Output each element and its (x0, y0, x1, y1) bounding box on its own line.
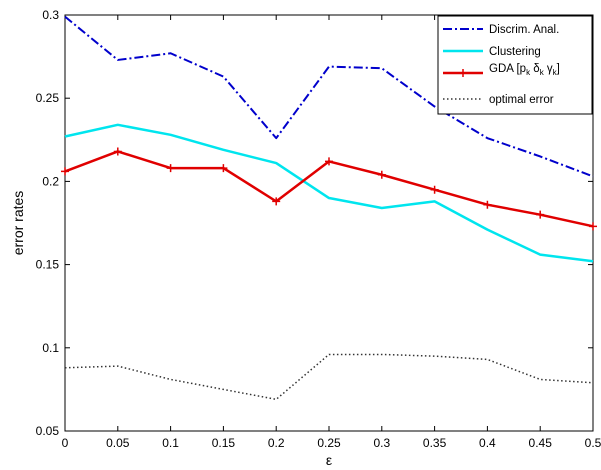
x-tick-label: 0.25 (317, 436, 341, 450)
series-point-marker (430, 185, 439, 194)
x-axis-label: ε (326, 452, 332, 468)
x-tick-label: 0.15 (212, 436, 236, 450)
series-point-marker (219, 164, 228, 173)
x-tick-label: 0.5 (585, 436, 601, 450)
x-tick-label: 0 (62, 436, 69, 450)
y-tick-label: 0.3 (42, 8, 59, 22)
legend-marker-gda (459, 69, 467, 77)
y-axis-label: error rates (10, 191, 26, 256)
series-point-marker (483, 200, 492, 209)
series-point-marker (61, 167, 69, 176)
series-layer (61, 15, 597, 401)
series-point-marker (536, 210, 545, 219)
legend-label-clustering: Clustering (489, 46, 541, 58)
series-line-1 (64, 123, 594, 263)
series-point-marker (589, 222, 597, 231)
legend-label-optimal: optimal error (489, 94, 554, 106)
legend-label-gda: GDA [pk δk γk] (489, 63, 560, 77)
series-line-0 (64, 15, 594, 178)
series-point-marker (377, 170, 386, 179)
y-axis-ticks: 0.05 0.1 0.15 0.2 0.25 0.3 (36, 8, 593, 438)
legend-box (437, 15, 593, 115)
y-tick-label: 0.2 (42, 174, 59, 188)
x-tick-label: 0.3 (373, 436, 390, 450)
series-point-marker (325, 157, 333, 166)
y-tick-label: 0.15 (36, 258, 60, 272)
x-tick-label: 0.35 (423, 436, 447, 450)
series-point-marker (272, 197, 281, 206)
y-tick-label: 0.25 (36, 91, 60, 105)
series-line-3 (64, 353, 594, 401)
x-axis-ticks: 0 0.05 0.1 0.15 0.2 0.25 0.3 0.35 0.4 0.45 0.5 (62, 15, 601, 450)
x-tick-label: 0.45 (529, 436, 553, 450)
series-point-marker (113, 147, 122, 156)
x-tick-label: 0.1 (162, 436, 179, 450)
y-tick-label: 0.1 (42, 341, 59, 355)
series-point-marker (166, 164, 175, 173)
x-tick-label: 0.2 (268, 436, 285, 450)
legend-label-discrim: Discrim. Anal. (489, 24, 559, 36)
x-tick-label: 0.05 (106, 436, 130, 450)
y-tick-label: 0.05 (36, 424, 60, 438)
legend: Discrim. Anal. Clustering GDA [pk δk γk]… (437, 15, 593, 115)
x-tick-label: 0.4 (479, 436, 496, 450)
